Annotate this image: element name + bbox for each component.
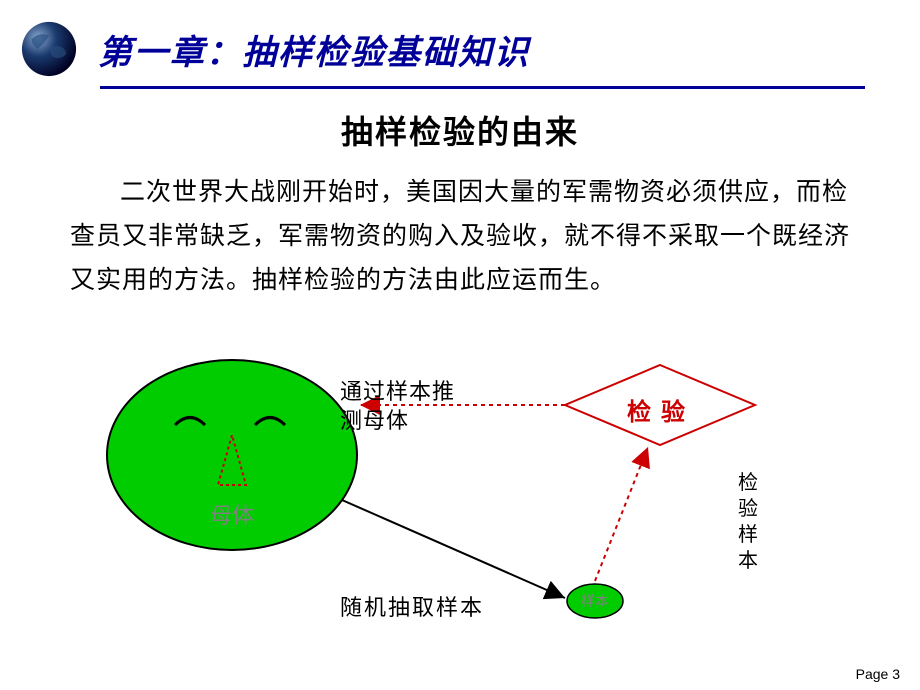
population-ellipse: 母体 [107,360,357,550]
population-label: 母体 [210,503,254,528]
infer-label: 通过样本推 测母体 [340,378,455,435]
chapter-title: 第一章：抽样检验基础知识 [98,25,530,74]
arrow-random-sample [342,500,565,598]
body-paragraph: 二次世界大战刚开始时，美国因大量的军需物资必须供应，而检查员又非常缺乏，军需物资… [0,153,920,302]
sample-label: 样本 [581,594,609,610]
sample-ellipse: 样本 [567,584,623,618]
arrow-inspect-sample [595,447,648,581]
globe-icon [20,20,78,78]
title-underline [100,86,865,89]
page-number: Page 3 [856,666,900,682]
inspect-label: 检 验 [627,392,687,427]
inspect-sample-label: 检验样本 [738,470,760,574]
random-sample-label: 随机抽取样本 [340,590,484,622]
subtitle: 抽样检验的由来 [0,107,920,153]
